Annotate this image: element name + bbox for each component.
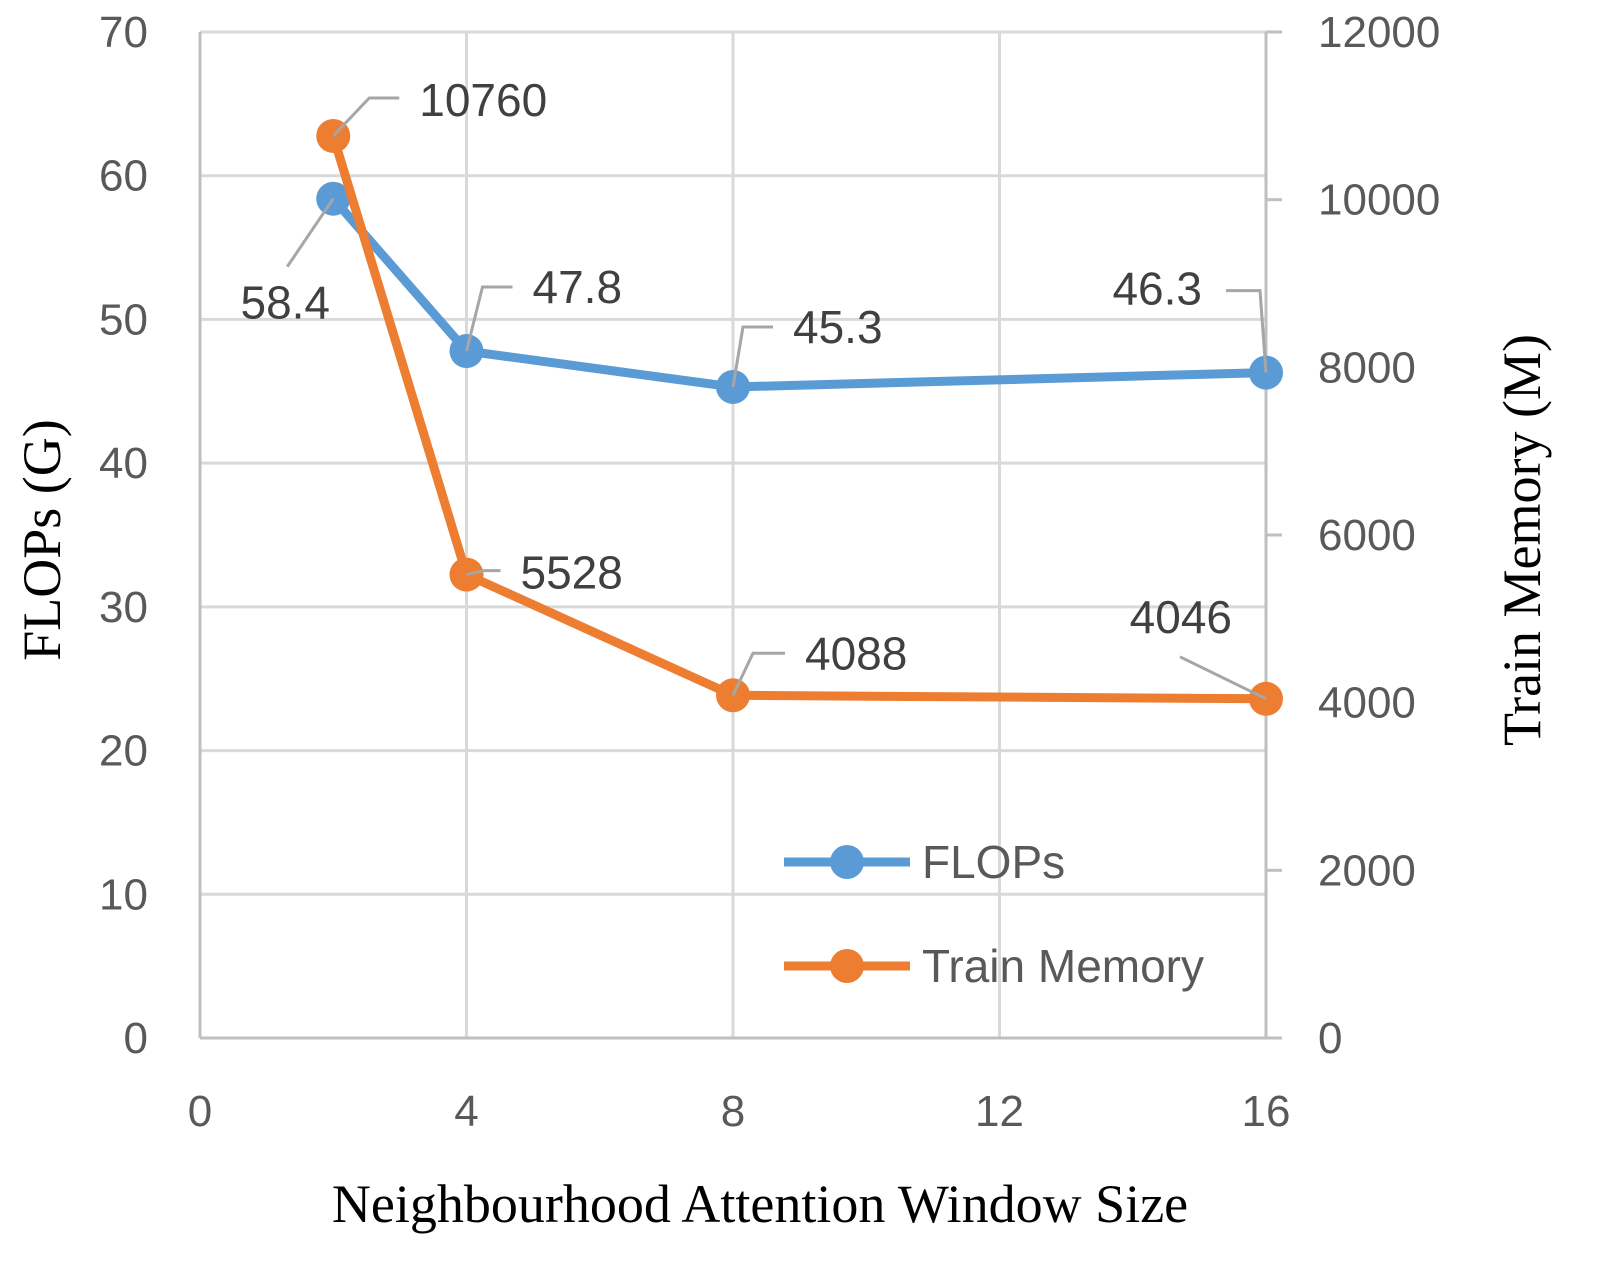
- data-label-train-memory: 4046: [1130, 591, 1232, 643]
- x-tick-label: 16: [1242, 1087, 1291, 1136]
- y2-tick-label: 6000: [1318, 511, 1416, 560]
- legend-marker: [830, 949, 864, 983]
- y-axis-title: FLOPs (G): [12, 419, 72, 661]
- leader-line: [731, 651, 785, 696]
- y-tick-label: 40: [99, 439, 148, 488]
- leader-line: [466, 569, 501, 577]
- axes: 0102030405060700200040006000800010000120…: [99, 8, 1440, 1136]
- data-labels: 58.4 47.8 45.3 46.3 10760 5528 4088 4046: [240, 74, 1268, 701]
- x-tick-label: 8: [721, 1087, 745, 1136]
- y-tick-label: 50: [99, 295, 148, 344]
- x-tick-label: 12: [975, 1087, 1024, 1136]
- y2-axis-title: Train Memory (M): [1492, 334, 1552, 746]
- leader-line: [1179, 655, 1267, 701]
- legend-label: Train Memory: [922, 940, 1204, 992]
- x-tick-label: 0: [188, 1087, 212, 1136]
- y-tick-label: 0: [124, 1014, 148, 1063]
- leader-line: [465, 285, 513, 352]
- x-axis-title: Neighbourhood Attention Window Size: [332, 1174, 1188, 1234]
- y2-tick-label: 12000: [1318, 8, 1440, 57]
- leader-line: [731, 325, 773, 388]
- data-label-train-memory: 5528: [521, 547, 623, 599]
- y-tick-label: 20: [99, 727, 148, 776]
- legend-label: FLOPs: [922, 836, 1065, 888]
- y2-tick-label: 2000: [1318, 846, 1416, 895]
- data-label-flops: 47.8: [533, 261, 623, 313]
- x-tick-label: 4: [454, 1087, 478, 1136]
- series-line-0: [329, 195, 1267, 392]
- y2-tick-label: 10000: [1318, 176, 1440, 225]
- legend: FLOPs Train Memory: [784, 836, 1204, 992]
- y-tick-label: 60: [99, 152, 148, 201]
- leader-line: [1226, 289, 1268, 373]
- data-label-flops: 45.3: [793, 301, 883, 353]
- data-label-train-memory: 4088: [805, 627, 907, 679]
- y-tick-label: 10: [99, 870, 148, 919]
- leader-line: [286, 197, 335, 268]
- data-label-flops: 46.3: [1112, 263, 1202, 315]
- series-line-1: [328, 134, 1267, 704]
- data-label-train-memory: 10760: [419, 74, 547, 126]
- y2-tick-label: 4000: [1318, 679, 1416, 728]
- y-tick-label: 70: [99, 8, 148, 57]
- leader-line: [332, 96, 400, 137]
- y2-tick-label: 8000: [1318, 343, 1416, 392]
- grid: [200, 30, 1268, 1038]
- y-tick-label: 30: [99, 583, 148, 632]
- legend-marker: [830, 845, 864, 879]
- data-label-flops: 58.4: [240, 277, 330, 329]
- y2-tick-label: 0: [1318, 1014, 1342, 1063]
